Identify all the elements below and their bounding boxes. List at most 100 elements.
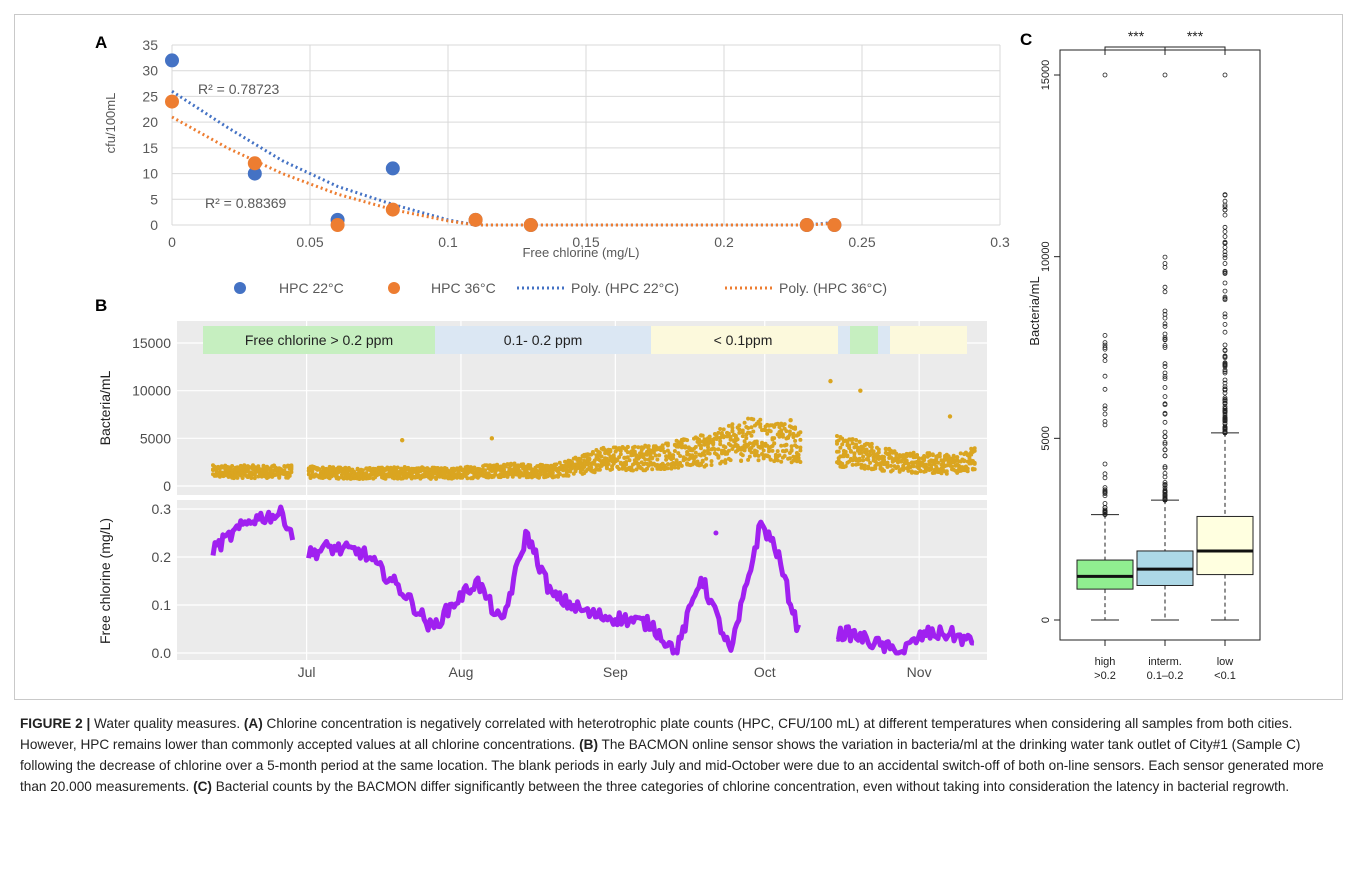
bacteria-point (352, 469, 357, 474)
bacteria-point (756, 453, 761, 458)
bacteria-point (838, 445, 843, 450)
bacteria-point (915, 453, 920, 457)
bacteria-point (608, 448, 613, 452)
point-hpc22 (247, 166, 262, 181)
bacteria-point (836, 438, 841, 443)
bacteria-point (627, 458, 632, 463)
c-outlier (1102, 504, 1108, 510)
sig-bracket-1 (1104, 46, 1166, 55)
c-outlier (1102, 422, 1108, 428)
bacteria-point (399, 466, 404, 471)
b-ytick-top: 5000 (140, 430, 171, 446)
bacteria-point (646, 463, 651, 468)
c-outlier (1102, 510, 1108, 516)
bacteria-point (230, 464, 235, 468)
c-outlier (1162, 385, 1168, 390)
bacteria-point (714, 434, 719, 439)
c-outlier (1222, 348, 1228, 354)
bacteria-point (848, 449, 853, 454)
bacteria-point (711, 440, 716, 445)
a-ytick-label: 35 (142, 37, 158, 53)
bacteria-point (775, 449, 780, 454)
bacteria-point (238, 464, 243, 469)
bacteria-point (360, 468, 365, 473)
bacteria-point (861, 454, 866, 459)
bacteria-point (937, 454, 942, 459)
bacteria-point (746, 426, 751, 430)
bacteria-point (512, 461, 517, 466)
bacteria-point (742, 439, 747, 444)
c-outlier (1102, 489, 1108, 495)
c-outlier (1102, 461, 1108, 467)
bacteria-point (589, 465, 594, 470)
bacteria-point (929, 467, 934, 472)
bacteria-point (858, 388, 863, 393)
chlorine-bands: Free chlorine > 0.2 ppm 0.1- 0.2 ppm < 0… (203, 326, 967, 354)
bacteria-point (777, 453, 782, 458)
b-ytick-bottom: 0.0 (152, 645, 172, 661)
bacteria-point (791, 435, 796, 440)
c-outlier (1222, 360, 1228, 366)
bacteria-point (843, 449, 848, 454)
bacteria-point (728, 437, 733, 442)
bacteria-point (751, 429, 756, 434)
bacteria-point (911, 464, 916, 469)
bacteria-point (746, 457, 751, 462)
bacteria-point (638, 455, 642, 459)
c-outlier (1162, 373, 1168, 379)
bacteria-point (779, 443, 784, 448)
bacteria-point (758, 417, 763, 422)
bacteria-point (470, 469, 475, 474)
bacteria-point (789, 448, 794, 453)
a-ytick-label: 0 (150, 217, 158, 233)
bacteria-point (726, 448, 731, 453)
bacteria-point (784, 448, 789, 453)
c-outlier (1162, 254, 1168, 260)
bacteria-point (716, 447, 721, 452)
a-xtick-label: 0.3 (990, 234, 1010, 250)
bacteria-point (737, 423, 742, 428)
c-category-label: 0.1–0.2 (1147, 670, 1184, 682)
panel-b-ylabel-bottom: Free chlorine (mg/L) (97, 518, 113, 644)
bacteria-point (618, 452, 623, 457)
a-xtick-label: 0.15 (572, 234, 599, 250)
sig-label-2: *** (1187, 28, 1204, 44)
c-outlier (1222, 387, 1228, 393)
bacteria-point (430, 475, 435, 479)
bacteria-point (768, 457, 773, 462)
bacteria-point (698, 433, 704, 438)
bacteria-point (665, 466, 670, 471)
a-ytick-label: 30 (142, 63, 158, 79)
b-ytick-bottom: 0.2 (152, 549, 172, 565)
bacteria-point (796, 452, 801, 457)
c-outlier (1162, 439, 1168, 445)
bacteria-point (775, 421, 780, 426)
c-outlier (1222, 207, 1228, 213)
bacteria-point (850, 462, 855, 467)
a-xtick-label: 0.1 (438, 234, 458, 250)
bacteria-point (944, 469, 949, 474)
bacteria-point (683, 445, 688, 450)
c-outlier (1162, 394, 1168, 400)
bacteria-point (739, 458, 744, 463)
bacteria-point (665, 443, 670, 448)
c-outlier (1162, 345, 1168, 350)
bacteria-point (782, 454, 787, 458)
panel-c-frame (1059, 49, 1261, 641)
bacteria-point (723, 460, 728, 465)
panel-c-letter: C (1020, 30, 1032, 49)
bacteria-point (664, 454, 669, 459)
c-outlier (1222, 424, 1228, 430)
panel-b: Jul Aug Sep Oct Nov 0 5000 10000 15000 0.0 0.1 0.2 0… (97, 321, 987, 680)
bacteria-point (756, 458, 761, 463)
panel-a: 0 5 10 15 20 25 30 35 0 0.05 0.1 0.15 0.2 0.25 0.3 cfu… (103, 37, 1010, 296)
bacteria-point (749, 425, 754, 430)
bacteria-point (772, 436, 777, 441)
bacteria-point (869, 445, 874, 450)
c-outlier (1102, 406, 1108, 412)
bacteria-point (909, 469, 914, 474)
bacteria-point (650, 467, 655, 472)
c-outlier (1102, 386, 1108, 392)
c-category-label: interm. (1148, 656, 1182, 668)
